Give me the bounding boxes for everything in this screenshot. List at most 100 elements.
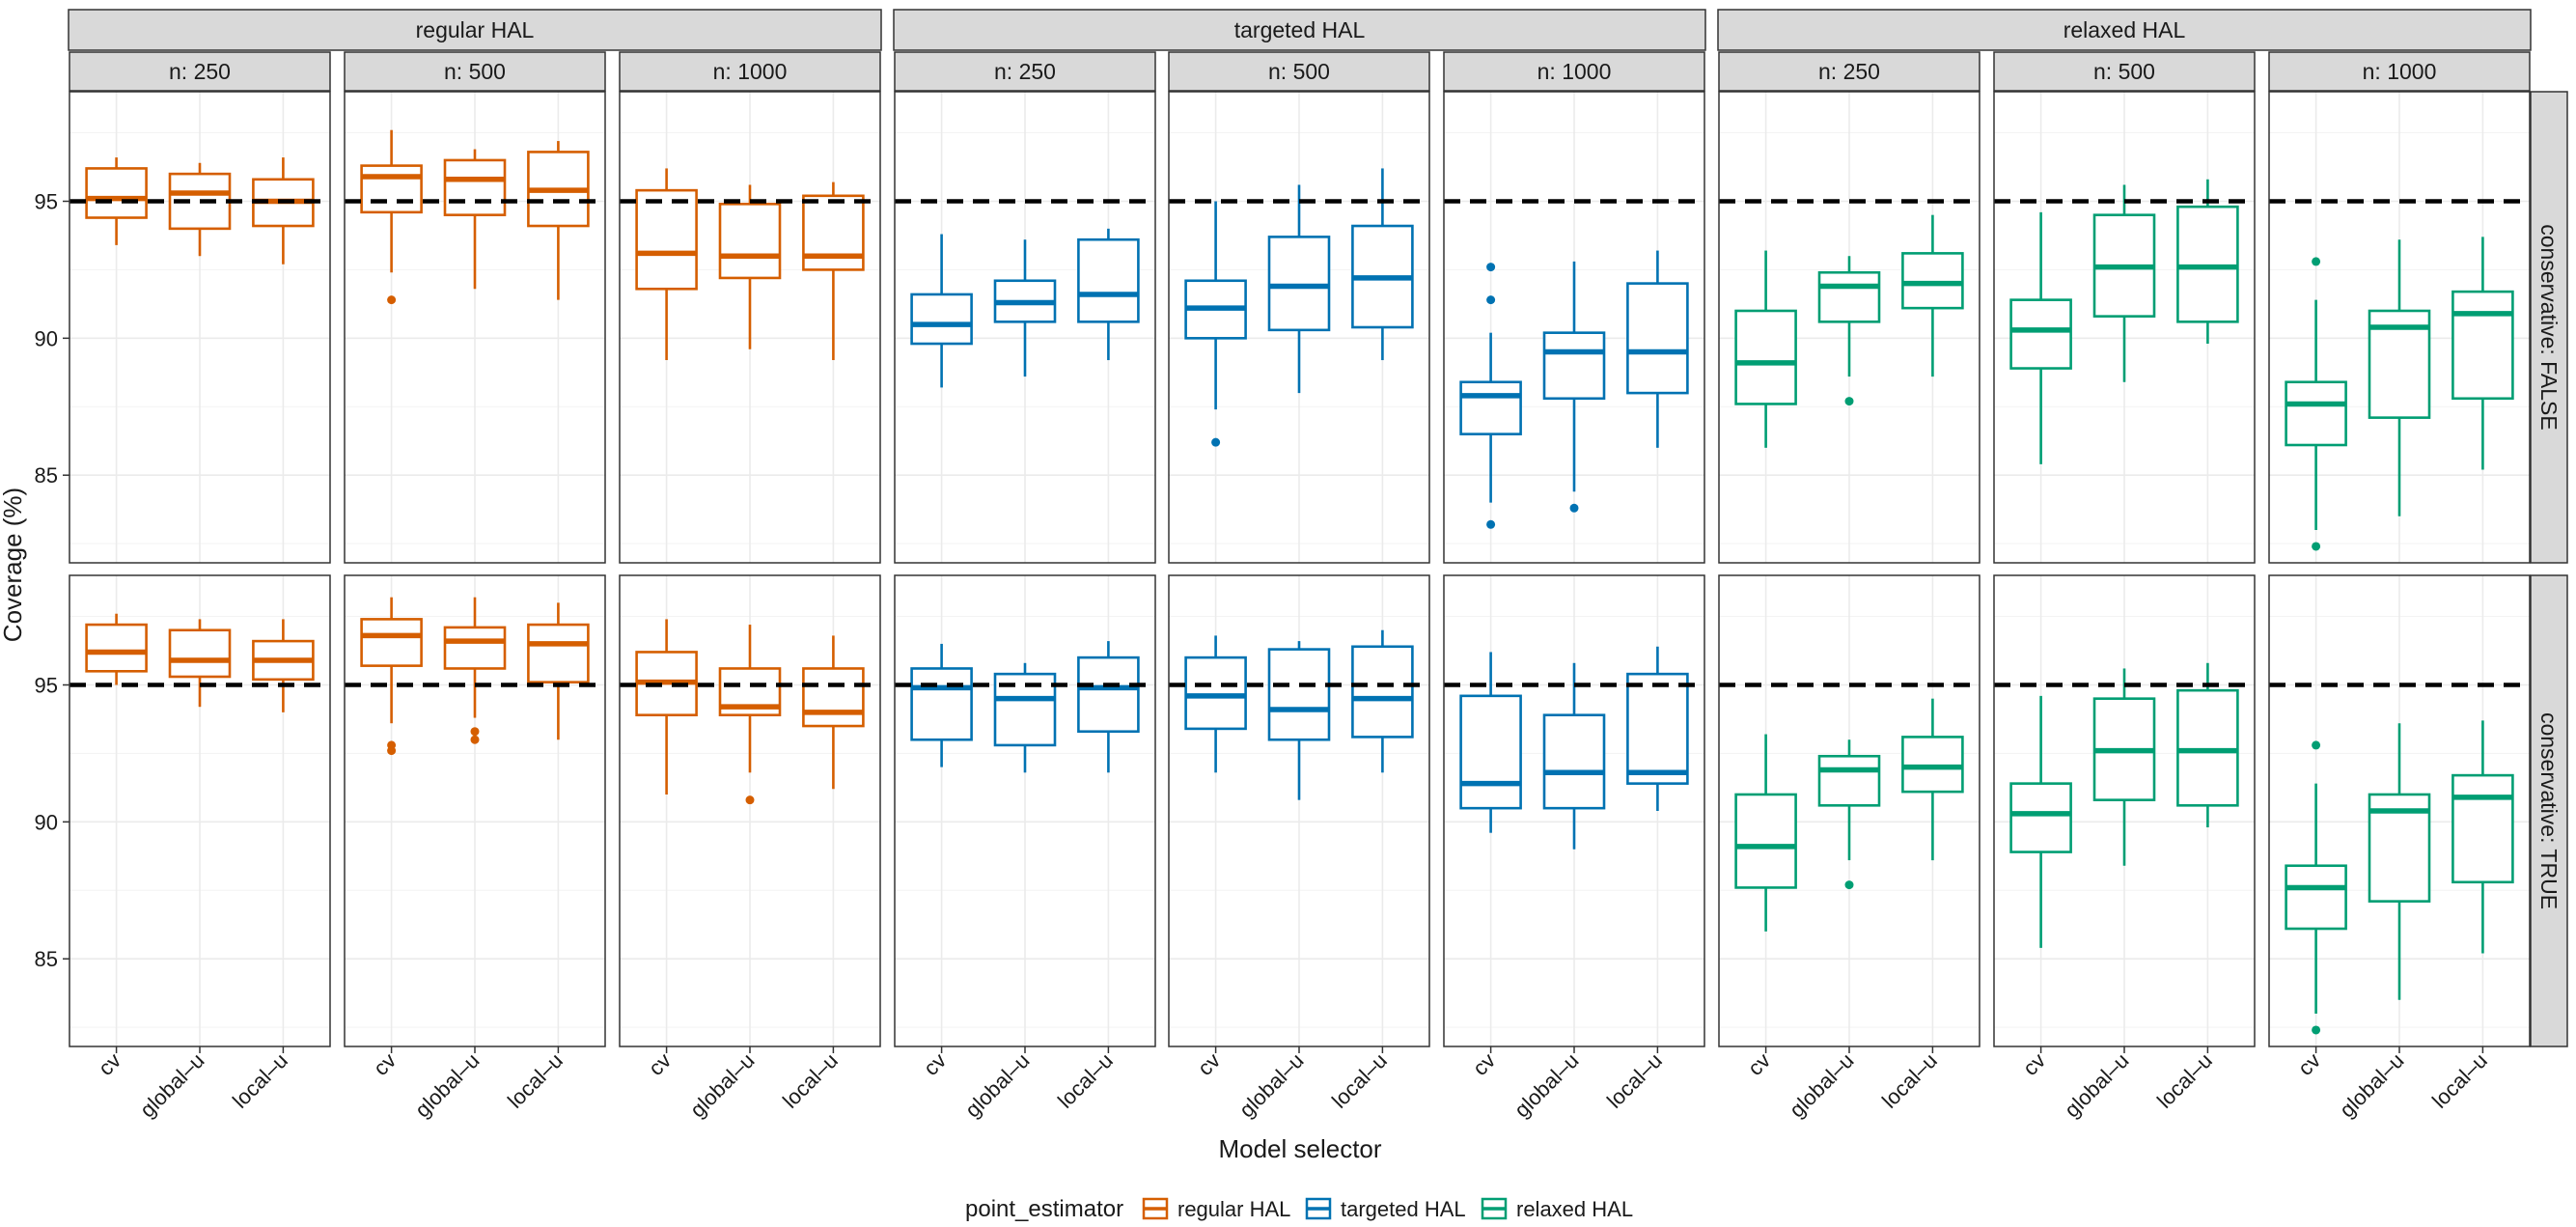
box-global-u: [718, 625, 782, 805]
n-strip-3: [894, 51, 1156, 92]
outlier-point: [470, 727, 480, 737]
n-strip-label: n: 1000: [1537, 59, 1612, 84]
box-global-u: [993, 239, 1057, 377]
legend-entry-targeted-hal: targeted HAL: [1305, 1197, 1466, 1221]
n-strip-8: [2268, 51, 2531, 92]
box-cv: [910, 234, 973, 388]
box-iqr: [443, 158, 507, 216]
box-local-u: [1077, 641, 1140, 773]
x-axis-title: Model selector: [1218, 1134, 1381, 1163]
box-local-u: [527, 141, 590, 300]
outlier-point: [1844, 397, 1854, 406]
box-iqr: [1267, 236, 1331, 332]
outlier-point: [2312, 740, 2321, 750]
panel-frame: [619, 91, 881, 564]
n-strip-1: [344, 51, 606, 92]
box-cv: [360, 129, 423, 305]
box-iqr: [1901, 736, 1964, 794]
box-global-u: [718, 184, 782, 349]
box-iqr: [2009, 782, 2072, 853]
legend-title: point_estimator: [965, 1196, 1123, 1222]
box-cv: [1734, 734, 1797, 932]
n-strip-6: [1718, 51, 1980, 92]
box-local-u: [802, 635, 865, 790]
box-iqr: [1077, 655, 1140, 734]
y-tick-label: 90: [35, 810, 58, 834]
box-global-u: [1267, 184, 1331, 394]
box-cv: [1459, 263, 1522, 529]
row-strip-label-conservative-false: conservative: FALSE: [2536, 224, 2562, 431]
box-iqr: [2009, 298, 2072, 370]
box-local-u: [527, 602, 590, 740]
box-iqr: [1351, 645, 1414, 739]
box-local-u: [1901, 698, 1964, 861]
n-strip-label: n: 500: [1268, 59, 1330, 84]
box-iqr: [1459, 694, 1522, 810]
box-cv: [1184, 635, 1247, 773]
panel-conservative-false-8: [2268, 91, 2531, 564]
outlier-point: [1211, 437, 1221, 447]
panel-frame: [1993, 91, 2256, 564]
panel-conservative-true-2: [619, 574, 881, 1047]
box-cv: [1184, 201, 1247, 447]
box-iqr: [1542, 713, 1606, 810]
n-strip-label: n: 500: [2093, 59, 2155, 84]
y-tick-label: 85: [35, 463, 58, 488]
box-cv: [1734, 250, 1797, 448]
box-iqr: [1901, 252, 1964, 310]
panel-conservative-true-8: [2268, 574, 2531, 1047]
box-global-u: [1267, 641, 1331, 800]
box-iqr: [1626, 282, 1689, 395]
box-iqr: [85, 167, 148, 219]
legend-entry-regular-hal: regular HAL: [1142, 1197, 1290, 1221]
outlier-point: [387, 746, 397, 756]
box-local-u: [252, 619, 315, 712]
box-iqr: [1267, 648, 1331, 741]
box-iqr: [2176, 688, 2239, 807]
box-global-u: [1817, 256, 1881, 406]
panel-conservative-false-0: [69, 91, 331, 564]
row-strip-conservative-false: [2530, 91, 2568, 564]
n-strip-2: [619, 51, 881, 92]
box-local-u: [1626, 250, 1689, 448]
panel-conservative-true-5: [1443, 574, 1705, 1047]
panel-conservative-false-7: [1993, 91, 2256, 564]
box-global-u: [1542, 261, 1606, 513]
n-strip-5: [1443, 51, 1705, 92]
box-cv: [85, 613, 148, 685]
box-iqr: [910, 293, 973, 346]
box-iqr: [1542, 331, 1606, 401]
box-iqr: [1817, 270, 1881, 323]
box-global-u: [168, 619, 232, 708]
panel-frame: [1718, 91, 1980, 564]
box-global-u: [443, 149, 507, 290]
legend-label: regular HAL: [1177, 1197, 1290, 1221]
box-iqr: [2451, 773, 2514, 884]
y-tick-label: 90: [35, 326, 58, 350]
box-cv: [2009, 211, 2072, 464]
box-cv: [910, 643, 973, 767]
panel-conservative-false-1: [344, 91, 606, 564]
box-cv: [85, 157, 148, 245]
outlier-point: [470, 735, 480, 744]
group-strip-targeted-hal: [893, 9, 1706, 51]
panel-conservative-true-1: [344, 574, 606, 1047]
y-tick-label: 95: [35, 189, 58, 213]
box-local-u: [2176, 179, 2239, 345]
row-strip-label-conservative-true: conservative: TRUE: [2536, 712, 2562, 909]
box-cv: [2009, 695, 2072, 948]
panel-conservative-true-6: [1718, 574, 1980, 1047]
box-local-u: [2176, 662, 2239, 828]
box-cv: [2285, 257, 2347, 551]
panel-conservative-true-4: [1168, 574, 1430, 1047]
box-local-u: [1077, 228, 1140, 361]
box-global-u: [443, 597, 507, 744]
box-local-u: [2451, 237, 2514, 470]
panel-conservative-false-6: [1718, 91, 1980, 564]
box-iqr: [1734, 793, 1797, 889]
legend: point_estimator regular HAL targeted HAL re…: [965, 1196, 1633, 1222]
box-local-u: [2451, 720, 2514, 954]
legend-label: relaxed HAL: [1516, 1197, 1633, 1221]
panel-conservative-false-4: [1168, 91, 1430, 564]
panel-frame: [69, 91, 331, 564]
